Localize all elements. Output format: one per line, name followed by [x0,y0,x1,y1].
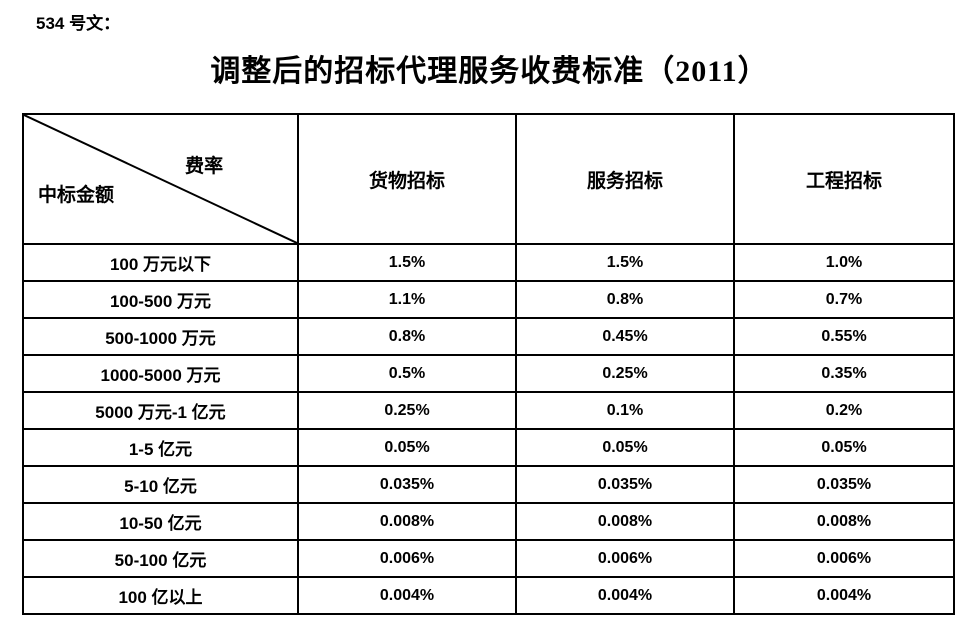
page-title: 调整后的招标代理服务收费标准（2011） [210,55,769,88]
table-row: 50-100 亿元 0.006% 0.006% 0.006% [22,539,955,578]
rate-cell: 1.5% [297,243,517,282]
rate-cell: 0.004% [733,576,955,615]
table-row: 100 万元以下 1.5% 1.5% 1.0% [22,243,955,282]
column-header-goods: 货物招标 [297,113,517,245]
header-row: 费率 中标金额 货物招标 服务招标 工程招标 [22,113,955,245]
amount-range-cell: 5000 万元-1 亿元 [22,391,299,430]
rate-cell: 0.5% [297,354,517,393]
amount-range-cell: 5-10 亿元 [22,465,299,504]
rate-cell: 0.004% [515,576,735,615]
table-row: 1-5 亿元 0.05% 0.05% 0.05% [22,428,955,467]
amount-range-cell: 10-50 亿元 [22,502,299,541]
rate-cell: 0.008% [297,502,517,541]
doc-number-label: 534 号文： [36,14,121,33]
amount-range-cell: 1-5 亿元 [22,428,299,467]
rate-cell: 0.05% [297,428,517,467]
table-row: 100 亿以上 0.004% 0.004% 0.004% [22,576,955,615]
amount-range-cell: 100 亿以上 [22,576,299,615]
rate-cell: 1.5% [515,243,735,282]
rate-cell: 0.45% [515,317,735,356]
corner-label-rate: 费率 [185,156,224,177]
rate-cell: 0.05% [515,428,735,467]
rate-cell: 0.05% [733,428,955,467]
rate-cell: 0.35% [733,354,955,393]
rate-cell: 0.25% [515,354,735,393]
rate-cell: 0.8% [297,317,517,356]
rate-cell: 0.2% [733,391,955,430]
diagonal-divider-line [24,115,297,243]
rate-cell: 0.006% [733,539,955,578]
amount-range-cell: 50-100 亿元 [22,539,299,578]
amount-range-cell: 500-1000 万元 [22,317,299,356]
amount-range-cell: 100-500 万元 [22,280,299,319]
amount-range-cell: 1000-5000 万元 [22,354,299,393]
rate-cell: 0.25% [297,391,517,430]
amount-range-cell: 100 万元以下 [22,243,299,282]
rate-cell: 0.55% [733,317,955,356]
rate-cell: 0.035% [515,465,735,504]
corner-header-cell: 费率 中标金额 [22,113,299,245]
rate-cell: 0.008% [515,502,735,541]
table-row: 1000-5000 万元 0.5% 0.25% 0.35% [22,354,955,393]
table-row: 5-10 亿元 0.035% 0.035% 0.035% [22,465,955,504]
rate-cell: 0.008% [733,502,955,541]
table-row: 10-50 亿元 0.008% 0.008% 0.008% [22,502,955,541]
rate-cell: 0.1% [515,391,735,430]
rate-cell: 0.035% [297,465,517,504]
rate-cell: 0.7% [733,280,955,319]
corner-label-amount: 中标金额 [38,185,115,206]
rate-cell: 0.035% [733,465,955,504]
column-header-services: 服务招标 [515,113,735,245]
rate-cell: 1.1% [297,280,517,319]
fee-standards-table: 费率 中标金额 货物招标 服务招标 工程招标 100 万元以下 1.5% 1.5% 1… [22,113,955,615]
rate-cell: 0.8% [515,280,735,319]
rate-cell: 0.004% [297,576,517,615]
table-row: 100-500 万元 1.1% 0.8% 0.7% [22,280,955,319]
column-header-engineering: 工程招标 [733,113,955,245]
table-row: 500-1000 万元 0.8% 0.45% 0.55% [22,317,955,356]
rate-cell: 0.006% [515,539,735,578]
rate-cell: 0.006% [297,539,517,578]
table-row: 5000 万元-1 亿元 0.25% 0.1% 0.2% [22,391,955,430]
rate-cell: 1.0% [733,243,955,282]
fee-table-body: 100 万元以下 1.5% 1.5% 1.0% 100-500 万元 1.1% 0.8% 0.… [22,243,955,615]
